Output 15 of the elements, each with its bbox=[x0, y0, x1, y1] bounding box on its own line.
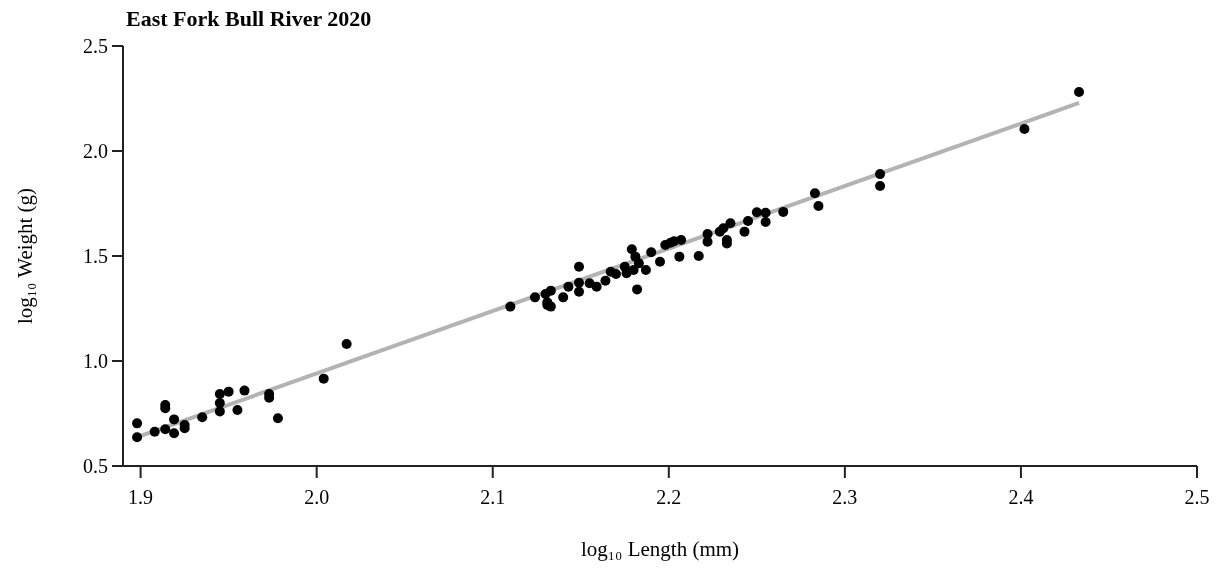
y-tick-label: 2.0 bbox=[83, 140, 108, 162]
y-tick-label: 0.5 bbox=[83, 455, 108, 477]
x-tick-label: 2.0 bbox=[304, 486, 330, 508]
x-tick-label: 1.9 bbox=[128, 486, 154, 508]
y-axis-title: log₁₀ Weight (g) bbox=[13, 187, 37, 325]
chart-title: East Fork Bull River 2020 bbox=[126, 6, 372, 31]
x-tick-label: 2.2 bbox=[656, 486, 682, 508]
y-tick-label: 1.0 bbox=[83, 350, 108, 372]
x-axis-title: log₁₀ Length (mm) bbox=[580, 537, 740, 561]
x-tick-label: 2.4 bbox=[1008, 486, 1034, 508]
y-tick-label: 1.5 bbox=[83, 245, 108, 267]
x-tick-label: 2.1 bbox=[480, 486, 506, 508]
y-tick-label: 2.5 bbox=[83, 35, 108, 57]
x-tick-label: 2.3 bbox=[832, 486, 858, 508]
x-tick-label: 2.5 bbox=[1184, 486, 1210, 508]
